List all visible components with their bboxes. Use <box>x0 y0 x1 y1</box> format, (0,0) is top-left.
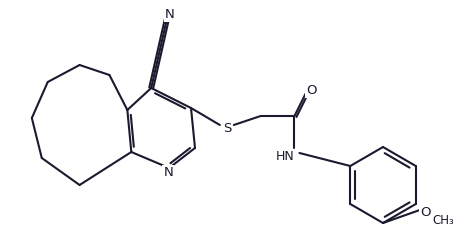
Text: O: O <box>420 206 431 219</box>
Text: HN: HN <box>276 150 295 164</box>
Text: N: N <box>165 8 175 20</box>
Text: O: O <box>306 83 317 97</box>
Text: N: N <box>163 167 173 179</box>
Text: S: S <box>223 121 231 135</box>
Text: CH₃: CH₃ <box>433 214 455 228</box>
